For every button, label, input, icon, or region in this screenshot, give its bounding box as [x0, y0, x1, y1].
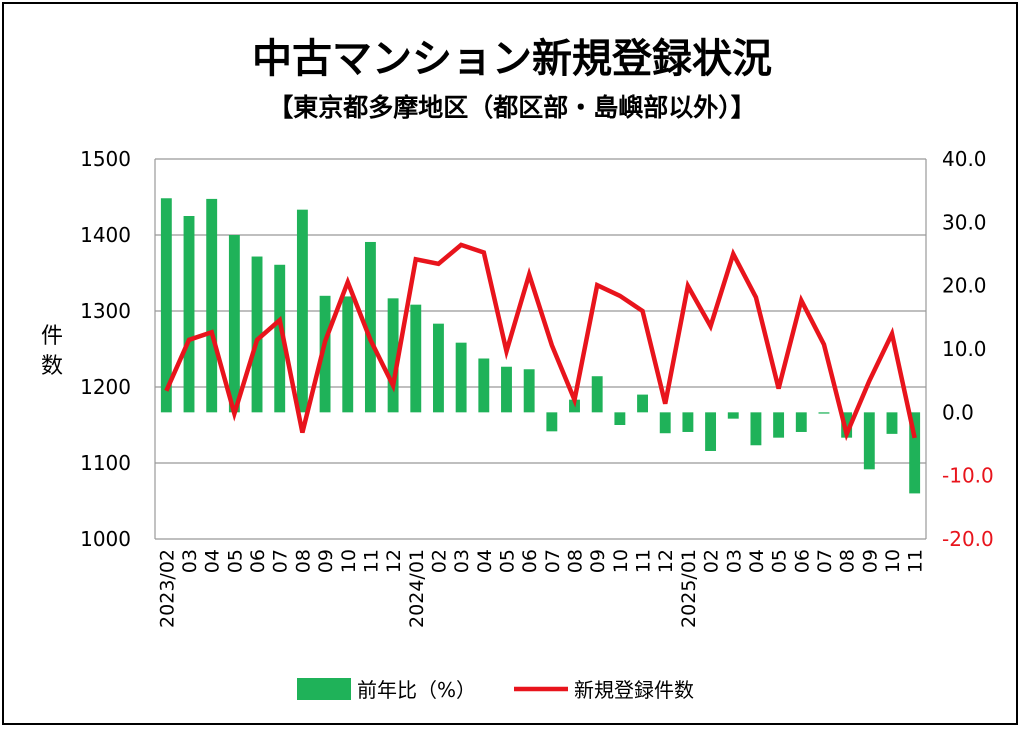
bar — [183, 216, 195, 413]
x-tick-label: 03 — [451, 549, 473, 573]
bar — [614, 412, 626, 425]
x-tick-label: 09 — [315, 549, 337, 573]
bar — [478, 358, 490, 413]
line-series — [164, 242, 917, 442]
bar — [818, 412, 830, 414]
bar — [206, 198, 218, 413]
x-tick-label: 04 — [474, 549, 496, 573]
y-right-tick-label: 30.0 — [942, 210, 987, 234]
x-tick-label: 08 — [292, 549, 314, 573]
x-tick-label: 08 — [565, 549, 587, 573]
bar — [523, 369, 535, 413]
x-tick-label: 03 — [179, 549, 201, 573]
bar — [682, 412, 694, 432]
bar — [251, 256, 263, 413]
x-tick-label: 11 — [360, 549, 382, 573]
bar — [387, 298, 399, 413]
x-tick-label: 09 — [587, 549, 609, 573]
bar — [319, 295, 331, 413]
y-right-tick-label: 10.0 — [942, 337, 987, 361]
bar — [433, 323, 444, 413]
x-tick-label: 04 — [746, 549, 768, 573]
x-tick-label: 02 — [428, 549, 450, 573]
x-tick-label: 04 — [202, 549, 224, 573]
x-tick-label: 2025/01 — [678, 549, 700, 628]
bar — [773, 412, 785, 438]
bar — [659, 412, 671, 434]
y-left-tick-label: 1400 — [80, 223, 131, 247]
x-tick-label: 12 — [655, 549, 677, 573]
y-left-tick-label: 1100 — [80, 451, 131, 475]
bar — [909, 412, 921, 494]
x-tick-label: 11 — [633, 549, 655, 573]
bar — [342, 296, 354, 413]
y-right-tick-label: -20.0 — [942, 527, 994, 551]
bar — [705, 412, 717, 451]
legend-swatch-bar — [297, 678, 351, 700]
x-tick-label: 06 — [247, 549, 269, 573]
x-tick-label: 11 — [905, 549, 927, 573]
bar — [455, 342, 467, 413]
x-tick-label: 07 — [270, 549, 292, 573]
y-left-tick-label: 1200 — [80, 375, 131, 399]
x-tick-label: 02 — [701, 549, 723, 573]
bar — [546, 412, 558, 432]
bar — [501, 366, 512, 413]
y-right-tick-label: 0.0 — [942, 400, 974, 424]
bar — [296, 209, 308, 413]
x-tick-label: 07 — [814, 549, 836, 573]
x-tick-label: 08 — [837, 549, 859, 573]
bar — [637, 394, 648, 413]
y-right-tick-label: 20.0 — [942, 274, 987, 298]
x-tick-label: 10 — [882, 549, 904, 573]
bar — [274, 264, 286, 413]
y-left-tick-label: 1300 — [80, 299, 131, 323]
x-tick-label: 2024/01 — [406, 549, 428, 628]
bar — [228, 235, 240, 413]
x-tick-label: 10 — [610, 549, 632, 573]
y-left-tick-label: 1000 — [80, 527, 131, 551]
bar — [750, 412, 762, 446]
legend-label-line: 新規登録件数 — [574, 678, 694, 702]
x-tick-label: 06 — [791, 549, 813, 573]
bar — [727, 412, 739, 419]
x-tick-label: 05 — [769, 549, 791, 573]
bar — [569, 399, 580, 413]
y-right-tick-label: 40.0 — [942, 147, 987, 171]
bar — [364, 241, 376, 413]
bar — [410, 304, 422, 413]
x-tick-label: 05 — [224, 549, 246, 573]
y-right-tick-label: -10.0 — [942, 464, 994, 488]
x-tick-label: 09 — [859, 549, 881, 573]
x-tick-label: 05 — [496, 549, 518, 573]
bar — [795, 412, 807, 432]
bar — [160, 198, 172, 413]
x-tick-label: 12 — [383, 549, 405, 573]
x-tick-label: 03 — [723, 549, 745, 573]
bar — [863, 412, 875, 470]
bar — [886, 412, 898, 434]
chart-subtitle: 【東京都多摩地区（都区部・島嶼部以外）】 — [268, 93, 756, 122]
bar — [591, 376, 603, 413]
chart-title: 中古マンション新規登録状況 — [252, 36, 772, 82]
x-tick-label: 2023/02 — [156, 549, 178, 628]
y-left-tick-label: 1500 — [80, 147, 131, 171]
y-axis-left-label: 件数 — [40, 324, 63, 379]
legend-label-bar: 前年比（%） — [357, 678, 476, 702]
x-tick-label: 06 — [519, 549, 541, 573]
x-tick-label: 10 — [338, 549, 360, 573]
x-tick-label: 07 — [542, 549, 564, 573]
